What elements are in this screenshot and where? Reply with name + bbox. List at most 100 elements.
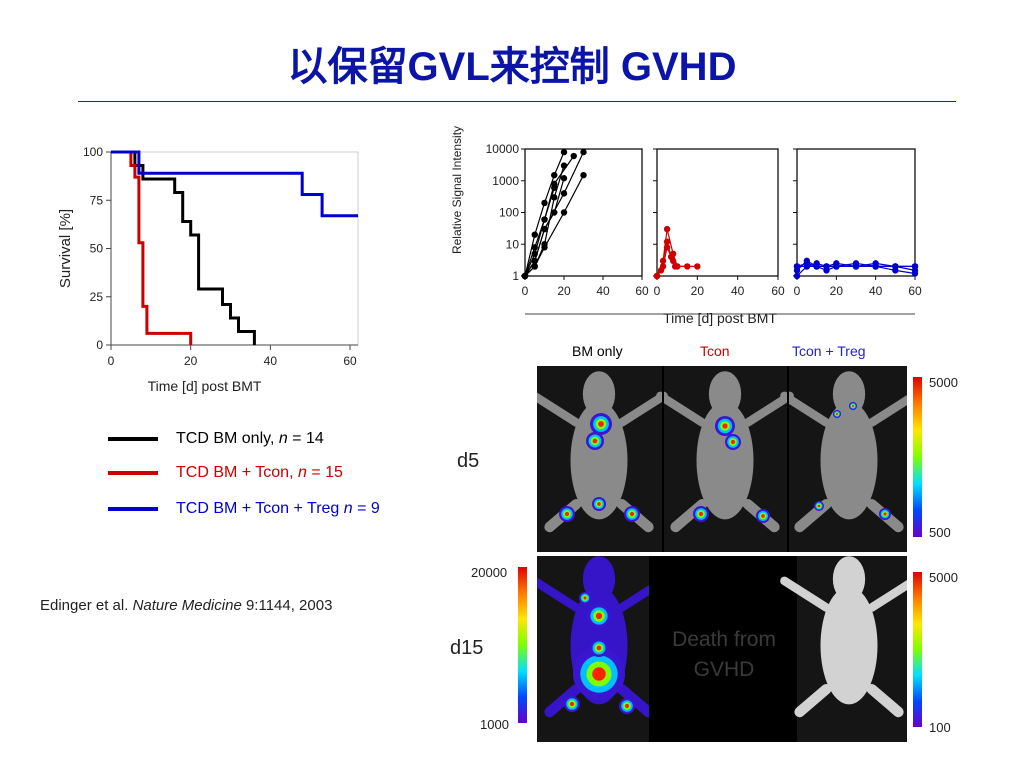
signal-line [524, 155, 575, 277]
signal-point [580, 148, 587, 156]
blob-core [883, 512, 887, 516]
mouse-body [820, 586, 878, 705]
blob-core [629, 511, 635, 517]
legend-blue: TCD BM + Tcon + Treg n = 9 [108, 500, 380, 518]
signal-point [570, 152, 577, 160]
x-tick-label: 40 [731, 284, 745, 298]
x-tick-label: 40 [596, 284, 610, 298]
mouse-limb [794, 683, 832, 718]
signal-blob [725, 434, 741, 450]
colorbar-d15-right [913, 572, 922, 727]
signal-point [671, 263, 679, 270]
x-tick-label: 60 [635, 284, 649, 298]
x-tick-label: 0 [654, 284, 661, 298]
signal-point [531, 244, 538, 251]
signal-blob [559, 506, 575, 522]
legend-swatch-red [108, 471, 158, 475]
x-tick-label: 20 [184, 354, 198, 368]
y-tick-label: 100 [83, 145, 103, 159]
signal-blob [849, 402, 857, 410]
blob-core [564, 511, 570, 517]
blob-core [698, 511, 704, 517]
mouse-limb [780, 576, 831, 612]
signal-point [541, 199, 548, 207]
title-divider [78, 101, 956, 102]
signal-point [541, 216, 548, 223]
signal-point [852, 263, 860, 270]
survival-line-1 [111, 150, 193, 345]
signal-blob [586, 432, 604, 450]
signal-blob [579, 592, 591, 604]
y-tick-label: 50 [90, 242, 104, 256]
mouse-head [582, 556, 616, 602]
signal-point [793, 263, 801, 270]
y-tick-label: 0 [96, 338, 103, 352]
mouse-silhouette [656, 371, 794, 533]
x-tick-label: 0 [108, 354, 115, 368]
d15-image-panel [537, 556, 907, 742]
mouse-limb [867, 580, 907, 612]
blob-core [761, 514, 765, 518]
signal-point [694, 263, 701, 270]
mouse-limb [780, 391, 831, 427]
mouse-limb [656, 391, 707, 427]
signal-point [823, 263, 830, 270]
blob-core [598, 421, 604, 427]
group-label-tcon: Tcon [700, 343, 730, 359]
signal-point [872, 260, 879, 267]
signal-point [531, 231, 538, 238]
mouse-limb [743, 391, 794, 427]
y-tick-label: 75 [90, 193, 104, 207]
d15-mouse-images [537, 556, 907, 742]
x-tick-label: 60 [908, 284, 922, 298]
signal-point [911, 270, 919, 277]
signal-point [667, 253, 675, 261]
legend-swatch-black [108, 437, 158, 441]
signal-point [560, 190, 568, 197]
signal-point [657, 267, 665, 274]
x-tick-label: 0 [794, 284, 801, 298]
colorbar-d5-max: 5000 [929, 375, 958, 390]
signal-point [560, 148, 568, 156]
signal-blob [587, 604, 611, 628]
death-panel-bg [649, 556, 797, 742]
survival-chart: 0 25 50 75 100 0 20 40 60 Time [d] post BMT Surviv… [57, 145, 359, 394]
blob-core [722, 423, 728, 429]
x-tick-label: 20 [557, 284, 571, 298]
signal-blob [833, 410, 841, 418]
mouse-head [708, 371, 742, 417]
colorbar-d5 [913, 377, 922, 537]
signal-blob [879, 508, 891, 520]
legend-label-blue: TCD BM + Tcon + Treg n = 9 [176, 500, 380, 517]
signal-point [531, 257, 538, 265]
blob-core [817, 504, 821, 508]
blob-core [835, 412, 839, 416]
signal-point [560, 209, 568, 216]
signal-point [653, 272, 661, 280]
signal-blob [590, 639, 608, 657]
legend-label-black: TCD BM only, n = 14 [176, 430, 324, 447]
signal-point [521, 272, 529, 280]
signal-blob [592, 497, 606, 511]
x-tick-label: 0 [522, 284, 529, 298]
signal-point [580, 171, 587, 179]
signal-point [663, 225, 671, 233]
y-tick-label: 10000 [486, 142, 520, 156]
blob-core [595, 612, 603, 620]
blob-core [596, 645, 602, 651]
signal-point [551, 184, 558, 191]
mouse-limb [616, 683, 654, 718]
mouse-limb [537, 577, 581, 612]
d5-mouse-images [537, 366, 907, 552]
colorbar-d15-left [518, 567, 527, 723]
signal-point [793, 272, 801, 280]
mouse-head [582, 371, 616, 417]
signal-point [803, 260, 811, 267]
y-axis-label: Relative Signal Intensity [450, 126, 464, 254]
colorbar-d5-min: 500 [929, 525, 951, 540]
blob-core [569, 701, 575, 707]
x-tick-label: 40 [869, 284, 883, 298]
d5-image-panel [537, 366, 907, 552]
blob-core [592, 667, 606, 681]
x-tick-label: 60 [343, 354, 357, 368]
